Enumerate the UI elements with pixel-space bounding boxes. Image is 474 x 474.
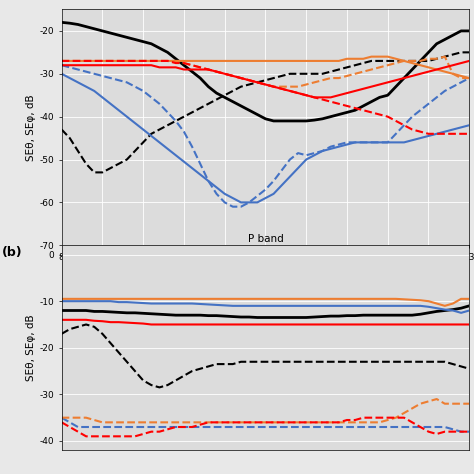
Text: (b): (b) bbox=[2, 246, 23, 259]
Y-axis label: SEθ, SEφ, dB: SEθ, SEφ, dB bbox=[27, 314, 36, 381]
Title: P band: P band bbox=[247, 235, 283, 245]
Y-axis label: SEθ, SEφ, dB: SEθ, SEφ, dB bbox=[27, 94, 36, 161]
X-axis label: Frequency, GHz: Frequency, GHz bbox=[225, 263, 306, 273]
Legend: 15%CFNi R, 15%CFNi T, 15%CF R, 15%CF T, 10%CFNi R, 10%CFNi T, 10%CF R, 10%CF T: 15%CFNi R, 15%CFNi T, 15%CF R, 15%CF T, … bbox=[128, 290, 402, 317]
